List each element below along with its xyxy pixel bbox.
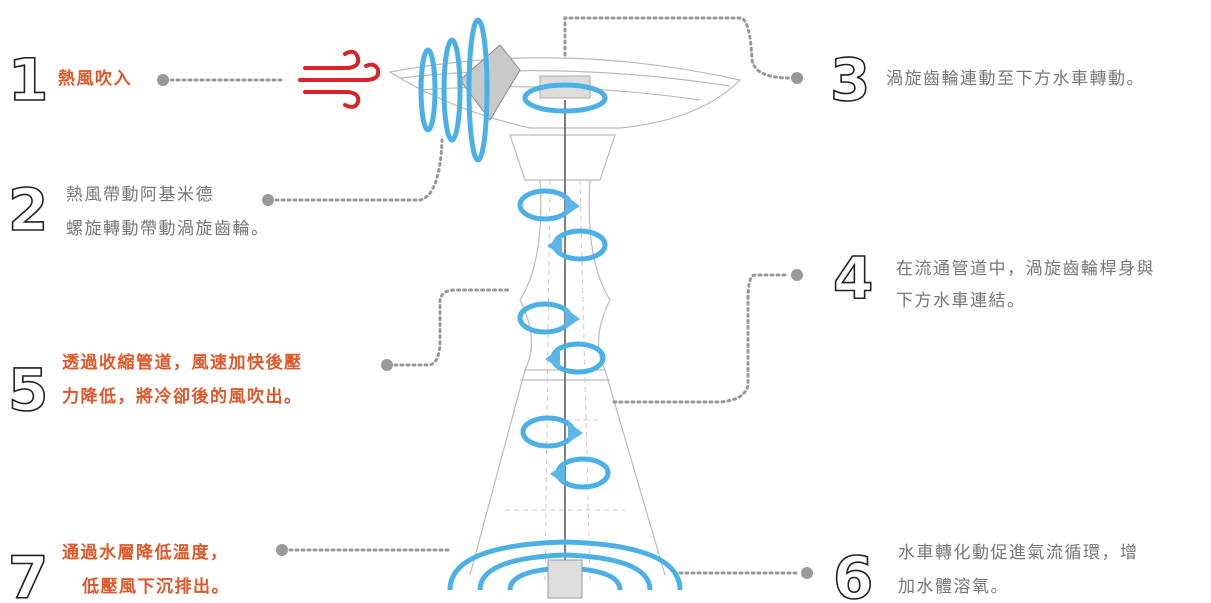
- step-number: 7: [8, 544, 48, 603]
- step-text: 下方水車連結。: [896, 291, 1026, 311]
- step-text: 透過收縮管道，風速加快後壓: [62, 352, 303, 373]
- swirls: [517, 188, 611, 490]
- step-text: 在流通管道中，渦旋齒輪桿身與: [896, 259, 1155, 279]
- step-text: 力降低，將冷卻後的風吹出。: [62, 386, 303, 407]
- step-text: 渦旋齒輪連動至下方水車轉動。: [886, 69, 1145, 89]
- step-number: 1: [8, 46, 48, 114]
- step-number: 3: [830, 46, 870, 114]
- step-number: 4: [833, 244, 873, 312]
- step-text: 螺旋轉動帶動渦旋齒輪。: [66, 219, 270, 239]
- step-text: 熱風帶動阿基米德: [66, 185, 214, 205]
- step-text: 加水體溶氧。: [898, 577, 1009, 597]
- step-number: 6: [833, 544, 873, 603]
- hot-wind-icon: [298, 49, 381, 109]
- step-text: 通過水層降低溫度，: [62, 542, 229, 563]
- step-number: 5: [8, 356, 48, 424]
- step-text: 低壓風下沉排出。: [81, 576, 230, 597]
- step-number: 2: [8, 176, 48, 244]
- step-text: 水車轉化動促進氣流循環，增: [898, 543, 1139, 563]
- tower: [388, 17, 742, 599]
- connectors: [157, 16, 813, 579]
- step-text: 熱風吹入: [58, 68, 132, 89]
